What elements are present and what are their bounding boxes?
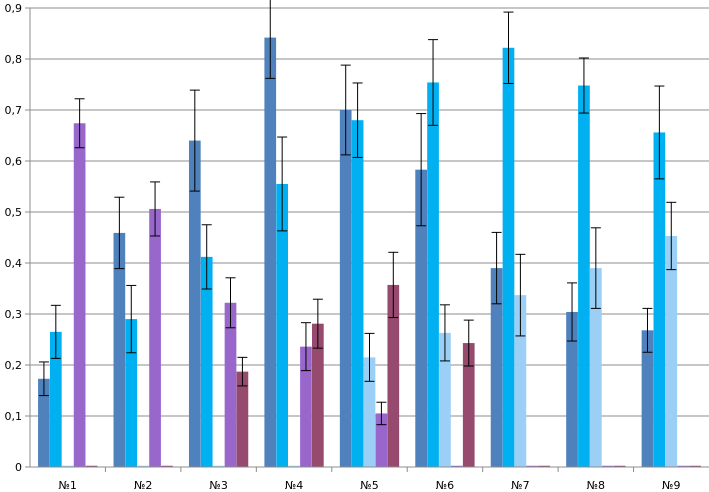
- bar: [375, 413, 388, 467]
- y-tick-label: 0,8: [5, 53, 23, 66]
- bar: [149, 208, 161, 467]
- bar: [490, 268, 503, 467]
- bar: [387, 284, 400, 467]
- bar: [188, 140, 201, 467]
- y-tick-label: 0: [15, 461, 22, 474]
- y-tick-label: 0,6: [5, 155, 23, 168]
- bar: [276, 183, 289, 467]
- x-tick-label: №3: [209, 479, 227, 492]
- bar: [665, 235, 678, 467]
- bar: [339, 110, 352, 467]
- bar: [38, 378, 50, 467]
- bar: [363, 357, 376, 467]
- tick-labels: 0 0,1 0,2 0,3 0,4 0,5 0,6 0,7 0,8 0,9 №1 №2 №3 №4 №5 №6…: [5, 2, 681, 492]
- bar: [566, 311, 578, 467]
- x-tick-label: №5: [360, 479, 378, 492]
- gridlines: [30, 7, 709, 417]
- bar: [415, 169, 427, 468]
- bar: [73, 123, 86, 467]
- y-tick-label: 0,9: [5, 2, 23, 15]
- y-tick-label: 0,2: [5, 359, 23, 372]
- bar: [351, 120, 364, 467]
- x-tick-label: №7: [511, 479, 529, 492]
- bar: [462, 343, 475, 467]
- bar: [502, 47, 515, 467]
- error-bars: [38, 0, 677, 426]
- bars: [38, 37, 701, 468]
- bar: [439, 332, 451, 467]
- x-tick-label: №9: [662, 479, 680, 492]
- bar: [236, 371, 249, 467]
- x-tick-label: №4: [285, 479, 303, 492]
- bar: [312, 323, 324, 467]
- bar: [113, 232, 126, 467]
- y-tick-label: 0,5: [5, 206, 23, 219]
- axes: [25, 7, 709, 472]
- bar: [653, 132, 666, 467]
- bar: [589, 268, 602, 467]
- bar: [514, 295, 527, 467]
- bar: [427, 82, 439, 468]
- bar: [224, 302, 237, 467]
- bar: [200, 256, 213, 467]
- y-tick-label: 0,4: [5, 257, 23, 270]
- x-tick-label: №1: [58, 479, 76, 492]
- bar: [49, 331, 62, 467]
- bar: [300, 346, 312, 467]
- x-tick-label: №8: [587, 479, 605, 492]
- y-tick-label: 0,1: [5, 410, 23, 423]
- bar: [125, 319, 138, 467]
- x-tick-label: №6: [436, 479, 454, 492]
- x-tick-label: №2: [134, 479, 152, 492]
- bar: [578, 85, 590, 468]
- y-tick-label: 0,3: [5, 308, 23, 321]
- bar: [641, 330, 654, 467]
- bar: [264, 37, 277, 467]
- y-tick-label: 0,7: [5, 104, 23, 117]
